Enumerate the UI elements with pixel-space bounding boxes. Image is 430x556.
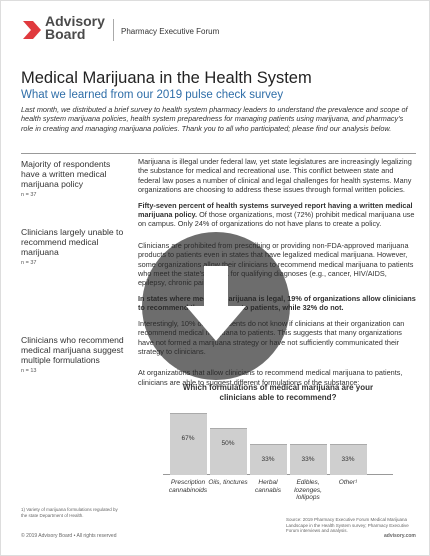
bar — [209, 428, 247, 475]
bar — [249, 443, 287, 475]
paragraph-text: At organizations that allow clinicians t… — [138, 368, 403, 387]
bar — [289, 443, 327, 475]
section: Clinicians largely unable to recommend m… — [21, 227, 129, 266]
download-overlay[interactable] — [141, 231, 291, 381]
bar — [169, 413, 207, 475]
paragraph: Fifty-seven percent of health systems su… — [138, 201, 416, 229]
value-label: 67% — [181, 435, 195, 442]
paragraph: Marijuana is illegal under federal law, … — [138, 157, 416, 195]
subtitle: What we learned from our 2019 pulse chec… — [21, 89, 284, 101]
category-label: Oils, tinctures — [208, 479, 248, 486]
paragraph-bold: Fifty-seven percent of health systems su… — [138, 200, 413, 220]
intro: Last month, we distributed a brief surve… — [21, 105, 408, 133]
source: Source: 2019 Pharmacy Executive Forum Me… — [286, 517, 409, 533]
sample-size: n = 37 — [21, 260, 37, 266]
paragraph: At organizations that allow clinicians t… — [138, 368, 416, 387]
section-heading: Majority of respondents have a written m… — [21, 159, 111, 189]
category-label: Other¹ — [338, 479, 358, 486]
section-heading: Clinicians largely unable to recommend m… — [21, 227, 124, 257]
section-heading: Clinicians who recommend medical marijua… — [21, 335, 124, 365]
rule — [21, 153, 416, 154]
sample-size: n = 13 — [21, 368, 37, 374]
sample-size: n = 37 — [21, 192, 37, 198]
website: advisory.com — [384, 533, 416, 539]
chart: Which formulations of medical marijuana … — [138, 383, 416, 513]
footnote: 1) Variety of marijuana formulations reg… — [21, 507, 118, 518]
category-label: Herbal cannabis — [254, 479, 282, 494]
value-label: 33% — [301, 455, 315, 463]
brand: Advisory Board — [45, 13, 105, 42]
category-label: Edibles, lozenges, lollipops — [294, 479, 322, 501]
section: Majority of respondents have a written m… — [21, 159, 129, 198]
section: Clinicians who recommend medical marijua… — [21, 335, 129, 374]
bar — [329, 443, 367, 475]
divider — [113, 19, 114, 41]
value-label: 50% — [221, 440, 235, 448]
paragraph-text: Of those organizations, most (72%) prohi… — [138, 210, 415, 229]
forum: Pharmacy Executive Forum — [121, 27, 220, 36]
value-label: 33% — [341, 455, 355, 463]
title: Medical Marijuana in the Health System — [21, 69, 312, 87]
paragraph-text: Marijuana is illegal under federal law, … — [138, 157, 412, 195]
copyright: © 2019 Advisory Board • All rights reser… — [21, 533, 117, 539]
value-label: 33% — [261, 455, 275, 463]
category-label: Prescription cannabinoids — [168, 479, 208, 494]
chart-title: Which formulations of medical marijuana … — [182, 383, 374, 402]
logo-icon — [23, 21, 41, 39]
